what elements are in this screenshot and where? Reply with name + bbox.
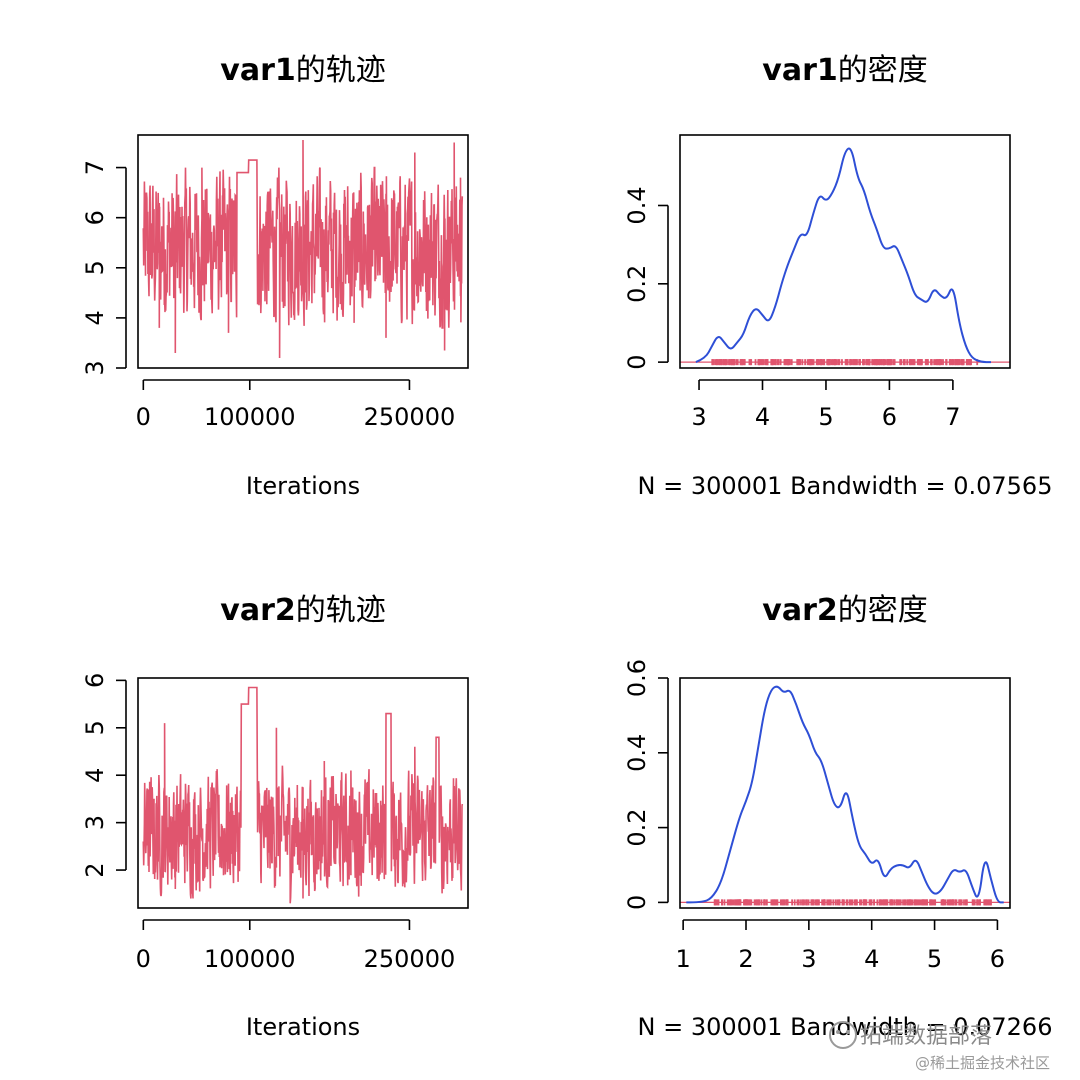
y-tick-label: 0 bbox=[623, 354, 651, 369]
watermark-line1: 拓端数据部落 bbox=[860, 1024, 992, 1049]
panel-title: var2的轨迹 bbox=[220, 593, 385, 628]
title-var: var1 bbox=[220, 53, 295, 88]
x-tick-label: 6 bbox=[882, 403, 897, 431]
panel-var2-trace: var2的轨迹 0 100000 250000 Iterations 2 3 4 5 6 bbox=[81, 593, 469, 1041]
y-tick-label: 0.2 bbox=[623, 809, 651, 847]
title-var: var2 bbox=[220, 593, 295, 628]
panel-title: var1的密度 bbox=[762, 53, 927, 88]
x-tick-label: 250000 bbox=[364, 403, 456, 431]
y-tick-label: 6 bbox=[81, 210, 109, 225]
density-line bbox=[686, 685, 1004, 904]
y-tick-label: 0.4 bbox=[623, 734, 651, 772]
title-suffix: 的密度 bbox=[838, 593, 928, 628]
title-var: var2 bbox=[762, 593, 837, 628]
y-tick-label: 5 bbox=[81, 260, 109, 275]
y-tick-label: 2 bbox=[81, 862, 109, 877]
panel-var2-density: var2的密度 1 2 3 4 5 6 N = 300001 Bandwidth = 0.07… bbox=[623, 593, 1052, 1041]
y-tick-label: 3 bbox=[81, 360, 109, 375]
x-tick-label: 4 bbox=[864, 945, 879, 973]
y-tick-label: 0.6 bbox=[623, 659, 651, 697]
title-suffix: 的轨迹 bbox=[296, 593, 386, 628]
x-tick-label: 0 bbox=[136, 945, 151, 973]
panel-title: var2的密度 bbox=[762, 593, 927, 628]
y-tick-label: 7 bbox=[81, 160, 109, 175]
x-tick-label: 250000 bbox=[364, 945, 456, 973]
x-tick-label: 4 bbox=[755, 403, 770, 431]
x-tick-label: 3 bbox=[801, 945, 816, 973]
trace-line bbox=[142, 686, 464, 904]
trace-line bbox=[142, 139, 464, 359]
y-tick-label: 0.4 bbox=[623, 186, 651, 224]
x-tick-label: 0 bbox=[136, 403, 151, 431]
panel-title: var1的轨迹 bbox=[220, 53, 385, 88]
watermark: 拓端数据部落 @稀土掘金技术社区 bbox=[829, 1021, 1050, 1072]
y-tick-label: 0 bbox=[623, 895, 651, 910]
watermark-line2: @稀土掘金技术社区 bbox=[915, 1054, 1050, 1072]
watermark-logo-icon bbox=[829, 1021, 857, 1049]
plot-frame bbox=[679, 677, 1011, 909]
rug bbox=[713, 899, 992, 906]
y-tick-label: 4 bbox=[81, 310, 109, 325]
y-tick-label: 4 bbox=[81, 768, 109, 783]
x-tick-label: 100000 bbox=[204, 945, 296, 973]
y-tick-label: 3 bbox=[81, 815, 109, 830]
x-tick-label: 7 bbox=[945, 403, 960, 431]
plot-frame bbox=[679, 134, 1011, 369]
x-tick-label: 100000 bbox=[204, 403, 296, 431]
title-suffix: 的密度 bbox=[838, 53, 928, 88]
x-axis-label: N = 300001 Bandwidth = 0.07565 bbox=[638, 472, 1053, 500]
x-tick-label: 3 bbox=[691, 403, 706, 431]
x-tick-label: 2 bbox=[738, 945, 753, 973]
title-var: var1 bbox=[762, 53, 837, 88]
title-suffix: 的轨迹 bbox=[296, 53, 386, 88]
x-tick-label: 5 bbox=[927, 945, 942, 973]
y-tick-label: 6 bbox=[81, 673, 109, 688]
panel-var1-trace: var1的轨迹 0 100000 250000 Iterations 3 4 5 6 7 bbox=[81, 53, 469, 500]
x-axis-label: N = 300001 Bandwidth = 0.07266 bbox=[638, 1013, 1053, 1041]
rug bbox=[711, 359, 979, 366]
x-tick-label: 6 bbox=[990, 945, 1005, 973]
density-line bbox=[695, 147, 991, 364]
x-axis-label: Iterations bbox=[246, 1013, 360, 1041]
plot-frame bbox=[137, 134, 469, 369]
panel-var1-density: var1的密度 3 4 5 6 7 N = 300001 Bandwidth = 0.075… bbox=[623, 53, 1052, 500]
plot-frame bbox=[137, 677, 469, 909]
x-tick-label: 1 bbox=[676, 945, 691, 973]
y-tick-label: 5 bbox=[81, 720, 109, 735]
x-axis-label: Iterations bbox=[246, 472, 360, 500]
x-tick-label: 5 bbox=[818, 403, 833, 431]
y-tick-label: 0.2 bbox=[623, 265, 651, 303]
